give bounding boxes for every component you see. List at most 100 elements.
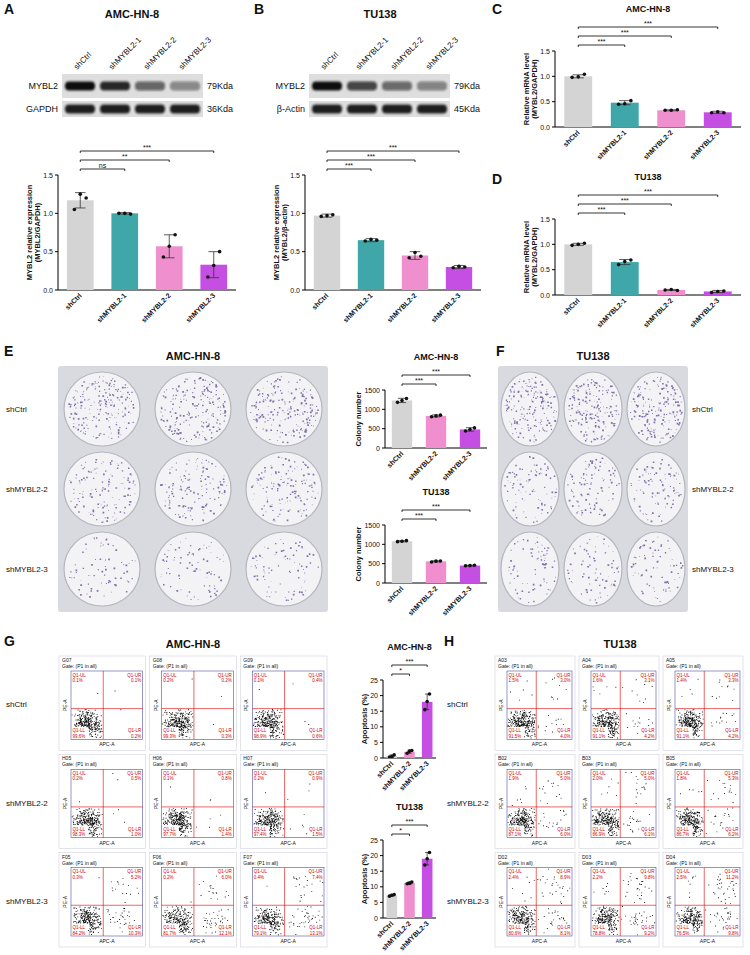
quadrant-label: Q1-UL [509,673,523,678]
band [417,82,447,91]
error-bar [75,193,86,208]
x-axis-title: APC-A [190,741,206,747]
point [676,289,680,293]
y-axis-title: PE-A [666,797,672,809]
quadrant-label: Q1-LL [163,925,176,930]
quadrant-percent: 1.4% [222,832,232,837]
x-tick-label: shMYBL2-3 [430,292,462,324]
bar [460,566,480,583]
quadrant-percent: 2.5% [677,875,687,880]
quadrant-line [193,769,194,837]
row-label: shCtrl [6,405,27,414]
quadrant-percent: 91.5% [509,734,522,739]
y-tick-label: 500 [368,425,380,432]
x-tick-label: shMYBL2-2 [642,297,674,329]
size-label: 79Kda [207,81,233,91]
y-axis-title-line: Colony number [354,526,363,581]
y-tick [380,918,383,919]
colonies [630,377,683,443]
y-tick [55,213,58,214]
point [218,250,222,254]
point [669,288,673,292]
x-tick-label: shMYBL2-3 [689,297,721,329]
y-tick [302,213,305,214]
x-tick-label: shMYBL2-2 [407,585,439,617]
y-tick [382,563,385,564]
quadrant-percent: 0.3% [73,875,83,880]
y-axis [58,175,59,290]
size-label: 79Kda [454,81,480,91]
dot-plot-area [507,769,572,837]
plot-frame [495,754,575,848]
quadrant-percent: 5.0% [644,776,654,781]
quadrant-line [71,708,143,709]
quadrant-line [252,806,324,807]
significance-bracket [80,160,169,162]
quadrant-percent: 5.0% [560,776,570,781]
quadrant-percent: 6.0% [560,832,570,837]
x-axis-title: APC-A [190,938,206,944]
bar-chart: TU138050010001500Colony numbershCtrlshMY… [354,487,487,617]
band [312,82,342,91]
marks [564,73,731,127]
y-axis-title: PE-A [62,699,68,711]
quadrant-label: Q1-LL [73,827,86,832]
x-axis-title: APC-A [532,840,548,846]
significance-bracket [80,151,214,153]
y-axis-title: PE-A [62,797,68,809]
y-tick [552,101,555,102]
quadrant-percent: 1.4% [677,678,687,683]
error-bar [208,252,219,278]
quadrant-label: Q1-LL [677,925,690,930]
bar [67,200,94,290]
x-tick-label: shCtrl [64,292,83,311]
y-tick [380,855,383,856]
quadrant-percent: 6.1% [644,832,654,837]
x-axis-title: APC-A [700,938,716,944]
well [564,372,622,446]
row-label: MYBL2 [28,81,58,91]
y-tick [552,219,555,220]
x-tick-label: shMYBL2-2 [407,450,439,482]
y-axis-title: PE-A [582,895,588,907]
significance-label: ** [122,153,128,160]
panel-letter: C [492,1,502,17]
point [468,564,472,568]
events [254,784,311,837]
panel-letter: H [444,633,454,649]
y-tick [382,448,385,449]
significance-bracket [578,36,671,38]
plot-frame [663,656,743,750]
quadrant-percent: 1.8% [677,776,687,781]
quadrant-label: Q1-UL [163,771,177,776]
y-axis-title: Relative mRNA level(MYBL2/GAPDH) [522,53,540,125]
quadrant-percent: 86.7% [677,832,690,837]
y-tick-label: 1.5 [43,172,53,179]
dot-plot-area [71,769,143,837]
y-tick [382,428,385,429]
dot-plot-area [591,671,656,739]
significance-label: *** [415,377,423,384]
x-axis-title: APC-A [700,741,716,747]
quadrant-percent: 0.2% [163,875,173,880]
row-label: shMYBL2-3 [6,897,48,906]
y-axis-title: PE-A [582,699,588,711]
point [623,102,627,106]
quadrant-percent: 86.9% [593,832,606,837]
marks [387,851,433,918]
row-label: shMYBL2-2 [447,799,489,808]
quadrant-percent: 13.1% [310,931,323,936]
point [430,415,434,419]
well [155,372,231,446]
panel-title: AMC-HN-8 [166,638,220,650]
quadrant-percent: 0.9% [312,776,322,781]
significance-label: *** [621,29,629,36]
y-axis-title-line: Colony number [354,391,363,446]
bar [392,400,412,448]
quadrant-line [536,868,537,936]
plot-frame [150,656,237,750]
dot-plot-area [71,671,143,739]
quadrant-label: Q1-UR [724,869,739,874]
quadrant-percent: 9.2% [644,931,654,936]
significance-label: *** [405,658,413,665]
